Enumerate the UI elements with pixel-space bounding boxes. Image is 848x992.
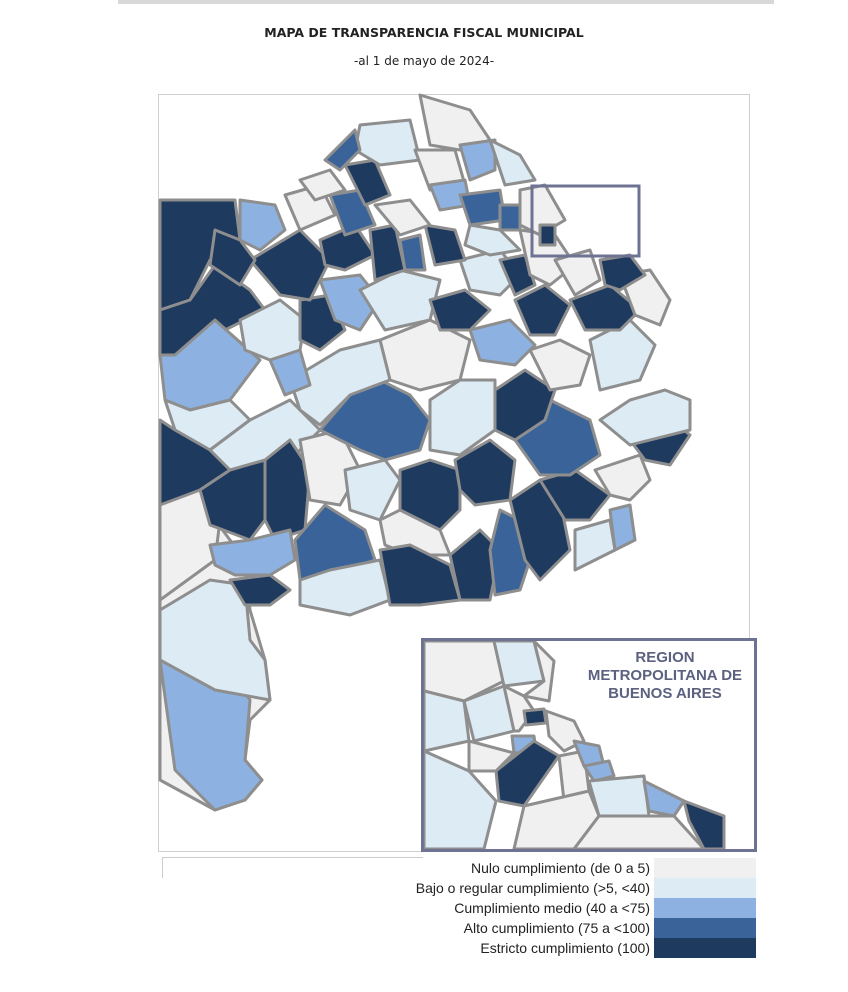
district: [228, 573, 292, 607]
district: [428, 288, 492, 332]
district: [513, 283, 572, 337]
legend-item: Nulo cumplimiento (de 0 a 5): [300, 858, 756, 878]
legend-swatch: [654, 918, 756, 938]
district: [538, 223, 557, 247]
district: [158, 578, 272, 702]
district: [358, 268, 442, 332]
metro-region-highlight: [530, 184, 641, 258]
district: [423, 223, 467, 267]
district: [424, 749, 498, 849]
metro-region-inset: REGION METROPOLITANA DE BUENOS AIRES: [421, 638, 757, 852]
district: [288, 338, 392, 427]
legend-item: Cumplimiento medio (40 a <75): [300, 898, 756, 918]
district: [572, 814, 706, 849]
map-subtitle: -al 1 de mayo de 2024-: [353, 54, 495, 68]
district: [494, 739, 561, 808]
district: [468, 318, 537, 367]
district: [323, 128, 362, 172]
legend-label: Cumplimiento medio (40 a <75): [454, 900, 650, 916]
district: [642, 779, 686, 818]
top-border: [118, 0, 774, 4]
legend-label: Nulo cumplimiento (de 0 a 5): [471, 860, 650, 876]
district: [598, 388, 692, 447]
districts: [158, 93, 692, 812]
district: [373, 198, 432, 237]
legend-swatch: [654, 858, 756, 878]
legend: Nulo cumplimiento (de 0 a 5) Bajo o regu…: [300, 858, 756, 958]
legend-swatch: [654, 938, 756, 958]
metro-region-map: [424, 641, 726, 849]
legend-item: Alto cumplimiento (75 a <100): [300, 918, 756, 938]
district: [398, 233, 427, 272]
district: [238, 198, 287, 252]
inset-title: REGION METROPOLITANA DE BUENOS AIRES: [587, 649, 743, 702]
district: [467, 739, 516, 773]
district: [458, 188, 507, 227]
district: [208, 228, 257, 287]
district: [498, 203, 522, 232]
district: [343, 158, 392, 207]
district: [488, 138, 537, 187]
district: [463, 223, 522, 257]
district: [343, 458, 402, 522]
map-title: MAPA DE TRANSPARENCIA FISCAL MUNICIPAL: [264, 25, 584, 40]
district: [528, 338, 592, 392]
district: [593, 453, 652, 502]
legend-label: Bajo o regular cumplimiento (>5, <40): [415, 880, 650, 896]
legend-swatch: [654, 898, 756, 918]
district: [553, 248, 602, 297]
legend-label: Alto cumplimiento (75 a <100): [463, 920, 650, 936]
district: [353, 118, 422, 167]
district: [682, 799, 726, 849]
district: [522, 707, 548, 727]
district: [458, 138, 497, 182]
legend-box: [162, 857, 423, 878]
district: [238, 298, 307, 362]
legend-label: Estricto cumplimiento (100): [480, 940, 650, 956]
district: [582, 759, 616, 783]
district: [522, 641, 556, 703]
district: [208, 528, 297, 577]
legend-item: Estricto cumplimiento (100): [300, 938, 756, 958]
district: [573, 518, 617, 572]
district: [298, 168, 347, 202]
district: [568, 283, 642, 332]
legend-item: Bajo o regular cumplimiento (>5, <40): [300, 878, 756, 898]
legend-swatch: [654, 878, 756, 898]
district: [453, 438, 517, 507]
district: [248, 228, 332, 302]
district: [608, 503, 637, 552]
district: [424, 689, 471, 753]
district: [424, 641, 506, 703]
